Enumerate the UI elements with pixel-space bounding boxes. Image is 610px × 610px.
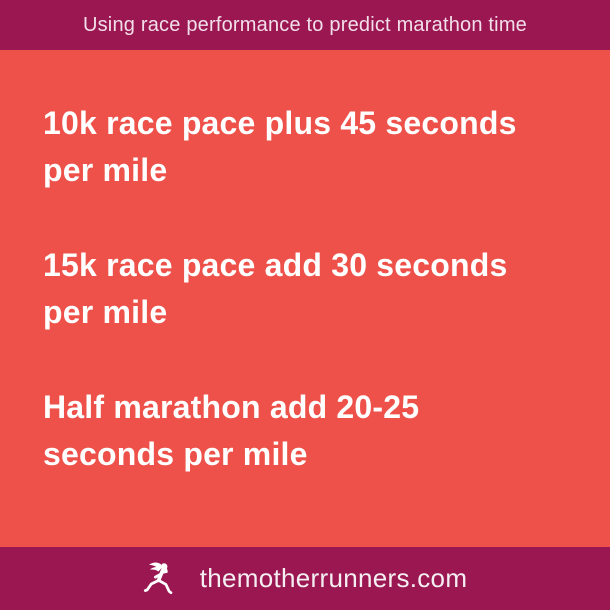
- content-area: 10k race pace plus 45 seconds per mile 1…: [0, 50, 610, 547]
- tip-15k-pace: 15k race pace add 30 seconds per mile: [43, 247, 508, 330]
- website-url: themotherrunners.com: [199, 563, 468, 593]
- tip-10k-pace: 10k race pace plus 45 seconds per mile: [43, 105, 517, 188]
- header-bar: Using race performance to predict marath…: [0, 0, 610, 50]
- runner-icon: [143, 560, 176, 597]
- footer-bar: themotherrunners.com: [0, 547, 610, 610]
- header-title: Using race performance to predict marath…: [82, 13, 528, 36]
- tip-half-marathon-pace: Half marathon add 20-25 seconds per mile: [43, 389, 420, 472]
